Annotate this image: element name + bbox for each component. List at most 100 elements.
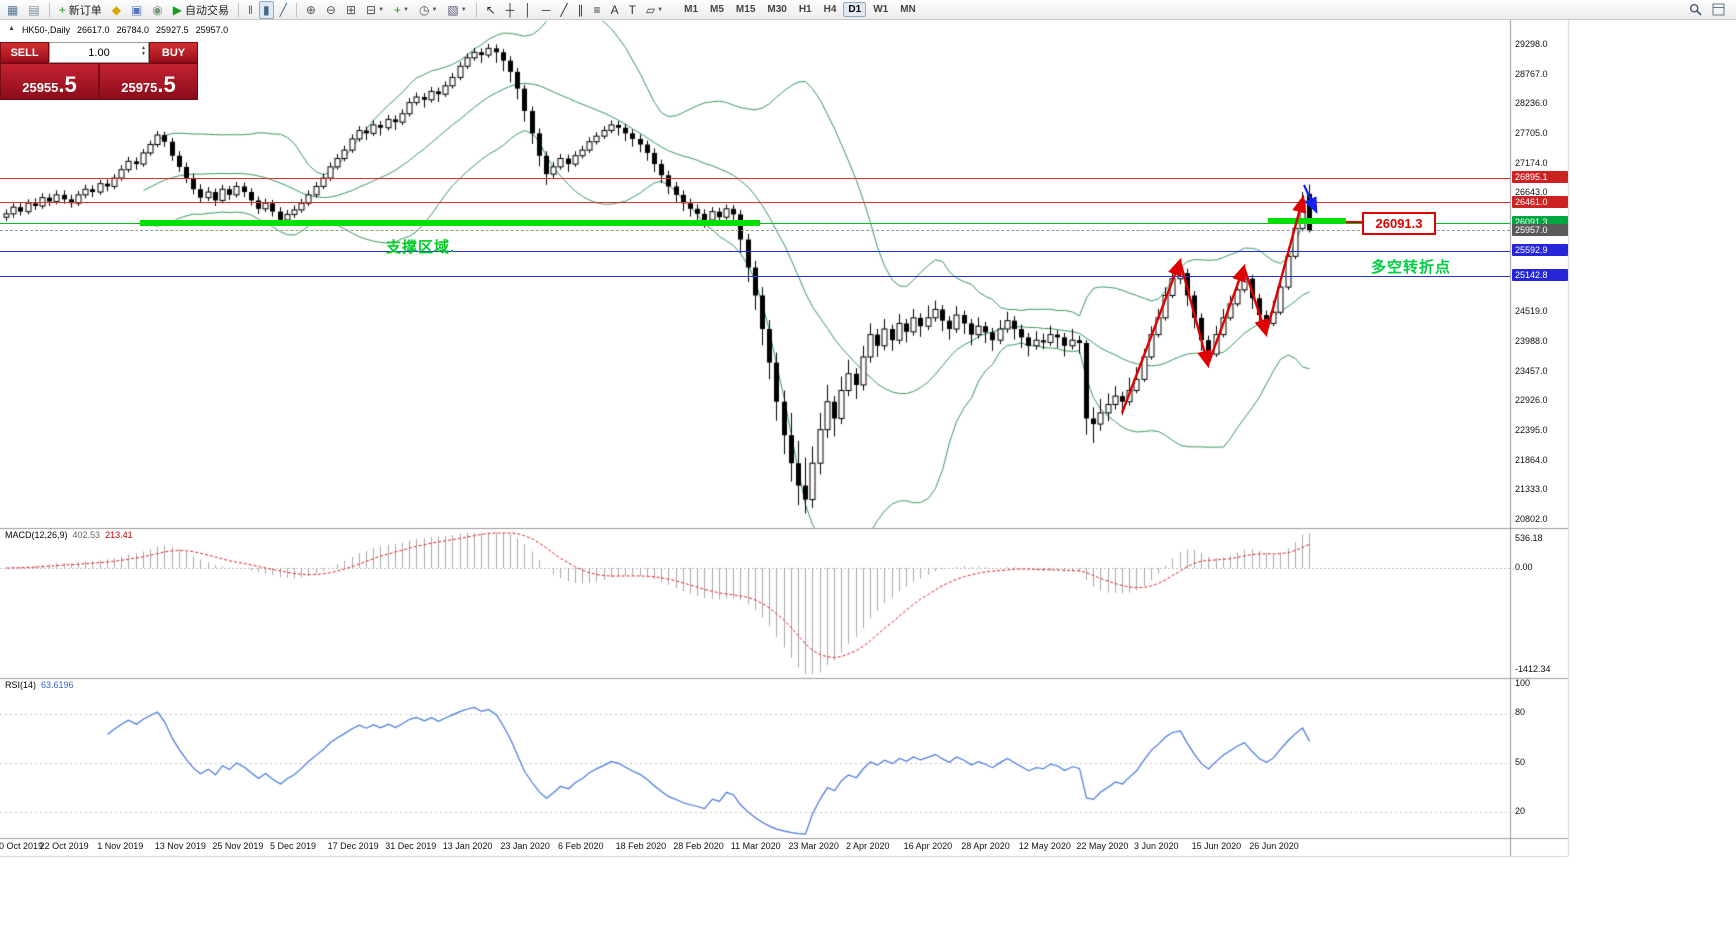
price-axis-label: 21333.0: [1515, 484, 1548, 495]
vertical-line-icon[interactable]: │: [520, 1, 536, 19]
sell-button[interactable]: SELL: [0, 42, 49, 63]
indicators-icon[interactable]: + ▼: [390, 1, 413, 19]
price-axis-label: 20802.0: [1515, 514, 1548, 524]
date-axis-label: 13 Nov 2019: [154, 841, 206, 851]
template-icon[interactable]: ▧ ▼: [443, 1, 470, 19]
volume-up-icon[interactable]: ▲: [141, 45, 146, 51]
timeframe-h4[interactable]: H4: [823, 4, 837, 15]
timeframe-m15[interactable]: M15: [735, 4, 756, 15]
zoom-in-icon[interactable]: ⊕: [302, 1, 320, 19]
support-zone-text[interactable]: 支撑区域.: [386, 239, 456, 256]
line-chart-type-icon: ╱: [279, 2, 287, 17]
toolbar-separator: [48, 2, 50, 17]
zoom-in-icon: ⊕: [305, 2, 316, 17]
ohlc-close: 25957.0: [195, 25, 229, 35]
toolbar: ▦ ▤ + 新订单 ◆ ▣ ◉ ▶ 自动交易 ‖ ▮ ╱ ⊕ ⊖ ⊞ ⊟ ▼ + ▼ ◷ ▼ ▧ ▼ ↖ ┼ │ ─ ╱ ∥ ≡ A T ▱ ▼ …: [0, 0, 1736, 20]
sell-price[interactable]: 25955.5: [0, 63, 99, 100]
profiles-icon[interactable]: ▤: [24, 1, 43, 19]
price-tag-26895-1: 26895.1: [1512, 171, 1568, 184]
tile-windows-icon[interactable]: ⊞: [342, 1, 360, 19]
arrange-windows-icon[interactable]: ⊟ ▼: [362, 1, 388, 19]
price-level-line-25957-0[interactable]: [0, 230, 1510, 232]
date-axis-label: 26 Jun 2020: [1249, 841, 1299, 851]
label-icon: T: [628, 2, 636, 17]
price-level-line-25592-9[interactable]: [0, 250, 1510, 252]
timeframe-m30[interactable]: M30: [767, 4, 787, 15]
date-axis-label: 11 Mar 2020: [730, 841, 781, 851]
date-axis-label: 22 Oct 2019: [39, 841, 89, 851]
chart-symbol-icon: ▲: [8, 25, 15, 32]
price-callout[interactable]: 26091.3: [1362, 212, 1436, 235]
fibonacci-icon[interactable]: ≡: [590, 1, 605, 19]
buy-button[interactable]: BUY: [149, 42, 198, 63]
toolbar-right: [1684, 0, 1734, 20]
search-icon[interactable]: [1685, 1, 1706, 19]
date-axis-label: 15 Jun 2020: [1191, 841, 1242, 851]
volume-stepper[interactable]: ▲ ▼: [141, 45, 146, 57]
autotrading-button[interactable]: ▶ 自动交易: [169, 1, 233, 19]
price-axis-label: 29298.0: [1515, 39, 1548, 49]
rsi-axis-100: 100: [1515, 678, 1531, 688]
volume-down-icon[interactable]: ▼: [141, 51, 146, 57]
new-chart-icon[interactable]: ▦: [3, 1, 22, 19]
timeframe-m5[interactable]: M5: [710, 4, 724, 15]
new-order-button[interactable]: + 新订单: [55, 1, 106, 19]
zoom-out-icon[interactable]: ⊖: [322, 1, 340, 19]
buy-price-pip: .5: [157, 72, 176, 97]
timeframe-w1[interactable]: W1: [873, 4, 889, 15]
date-axis-label: 16 Apr 2020: [903, 841, 953, 851]
timeframe-m1[interactable]: M1: [684, 4, 699, 15]
new-chart-icon: ▦: [7, 2, 19, 17]
template-icon: ▧: [447, 2, 459, 17]
chevron-down-icon[interactable]: ▼: [460, 6, 467, 13]
timeframe-d1[interactable]: D1: [843, 2, 867, 17]
toolbar-separator: [295, 2, 297, 17]
horizontal-line-icon: ─: [541, 2, 551, 17]
horizontal-line-icon[interactable]: ─: [538, 1, 555, 19]
periods-icon[interactable]: ◷ ▼: [415, 1, 441, 19]
cursor-icon[interactable]: ↖: [482, 1, 500, 19]
line-chart-type-icon[interactable]: ╱: [276, 1, 291, 19]
chevron-down-icon[interactable]: ▼: [657, 6, 664, 13]
date-axis-label: 23 Jan 2020: [500, 841, 550, 851]
arrange-windows-icon: ⊟: [366, 2, 377, 17]
candlestick-type-icon[interactable]: ▮: [258, 0, 274, 19]
macd-axis-max: 536.18: [1515, 533, 1543, 543]
timeframe-mn[interactable]: MN: [900, 4, 916, 15]
text-icon[interactable]: A: [607, 1, 623, 19]
chevron-down-icon[interactable]: ▼: [378, 6, 385, 13]
channel-icon[interactable]: ∥: [574, 1, 588, 19]
sell-price-main: 25955: [22, 80, 59, 95]
price-axis-label: 28767.0: [1515, 68, 1548, 79]
text-icon: A: [610, 2, 619, 17]
new-order-button-label: 新订单: [68, 4, 102, 17]
buy-price[interactable]: 25975.5: [99, 63, 198, 100]
price-level-line-26461-0[interactable]: [0, 202, 1510, 204]
price-level-line-26895-1[interactable]: [0, 177, 1510, 179]
timeframe-h1[interactable]: H1: [798, 4, 812, 15]
quick-trade-icon[interactable]: ◆: [108, 1, 125, 19]
date-axis-label: 23 Mar 2020: [788, 841, 839, 851]
chevron-down-icon[interactable]: ▼: [403, 6, 409, 13]
price-level-line-25142-8[interactable]: [0, 275, 1510, 277]
label-icon[interactable]: T: [625, 1, 640, 19]
macd-axis-min: -1412.34: [1515, 664, 1551, 674]
trendline-icon[interactable]: ╱: [556, 1, 571, 19]
shapes-icon[interactable]: ▱ ▼: [642, 1, 667, 19]
volume-input[interactable]: 1.00 ▲ ▼: [49, 42, 149, 63]
date-axis-label: 17 Dec 2019: [327, 841, 379, 851]
price-tag-25142-8: 25142.8: [1512, 269, 1568, 282]
crosshair-icon[interactable]: ┼: [502, 1, 519, 19]
vertical-line-icon: │: [524, 2, 532, 17]
chevron-down-icon[interactable]: ▼: [431, 6, 438, 13]
community-icon[interactable]: ◉: [148, 1, 166, 19]
rsi-axis-50: 50: [1515, 757, 1526, 767]
data-window-icon[interactable]: ▣: [127, 1, 146, 19]
bar-chart-type-icon[interactable]: ‖: [244, 1, 257, 19]
layout-windows-icon[interactable]: [1708, 1, 1729, 19]
support-zone-bar-1[interactable]: [140, 219, 760, 226]
turning-point-text[interactable]: 多空转折点: [1371, 259, 1452, 276]
price-tag-26461-0: 26461.0: [1512, 195, 1568, 208]
support-zone-bar-2[interactable]: [1268, 217, 1346, 224]
